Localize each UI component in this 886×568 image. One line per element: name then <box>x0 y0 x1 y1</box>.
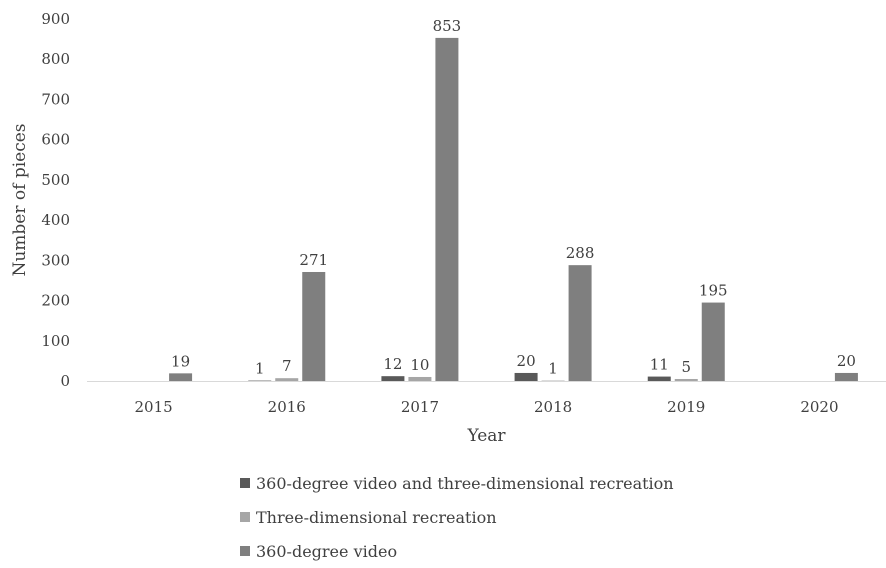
x-tick-label: 2019 <box>667 398 705 416</box>
legend-item: 360-degree video and three-dimensional r… <box>240 466 674 500</box>
data-label: 20 <box>837 352 856 370</box>
data-label: 11 <box>650 356 669 374</box>
bar <box>515 373 538 381</box>
bars <box>169 38 858 381</box>
bar <box>702 303 725 381</box>
y-axis-title: Number of pieces <box>10 123 30 276</box>
legend-item: 360-degree video <box>240 534 674 568</box>
y-tick-label: 400 <box>41 211 70 229</box>
y-tick-label: 600 <box>41 131 70 149</box>
bar <box>169 373 192 381</box>
x-tick-label: 2015 <box>134 398 172 416</box>
bar <box>435 38 458 381</box>
x-tick-label: 2018 <box>534 398 572 416</box>
y-tick-label: 100 <box>41 332 70 350</box>
legend-swatch <box>240 546 250 556</box>
data-label: 19 <box>171 352 190 370</box>
y-tick-label: 700 <box>41 90 70 108</box>
data-label: 288 <box>566 244 595 262</box>
bar <box>569 265 592 381</box>
legend-label: Three-dimensional recreation <box>256 508 497 527</box>
data-label: 20 <box>517 352 536 370</box>
data-label: 10 <box>410 356 429 374</box>
legend-item: Three-dimensional recreation <box>240 500 674 534</box>
y-tick-label: 500 <box>41 171 70 189</box>
x-tick-label: 2017 <box>401 398 439 416</box>
y-tick-label: 0 <box>60 372 70 390</box>
data-label: 1 <box>548 360 558 378</box>
bar <box>275 378 298 381</box>
bar <box>302 272 325 381</box>
legend-label: 360-degree video and three-dimensional r… <box>256 474 674 493</box>
y-tick-label: 900 <box>41 10 70 28</box>
bar <box>381 376 404 381</box>
legend-swatch <box>240 478 250 488</box>
x-tick-label: 2020 <box>800 398 838 416</box>
legend: 360-degree video and three-dimensional r… <box>240 466 674 568</box>
bar <box>675 379 698 381</box>
data-label: 271 <box>299 251 328 269</box>
data-label: 195 <box>699 282 728 300</box>
data-label: 853 <box>433 17 462 35</box>
data-label: 7 <box>282 357 292 375</box>
bar <box>408 377 431 381</box>
y-axis-ticks: 0 100 200 300 400 500 600 700 800 900 <box>41 10 70 390</box>
data-label: 12 <box>383 355 402 373</box>
data-label: 1 <box>255 360 265 378</box>
bar <box>835 373 858 381</box>
y-tick-label: 800 <box>41 50 70 68</box>
y-tick-label: 300 <box>41 251 70 269</box>
data-label: 5 <box>681 358 691 376</box>
x-tick-label: 2016 <box>268 398 306 416</box>
x-axis-title: Year <box>466 426 506 446</box>
y-tick-label: 200 <box>41 292 70 310</box>
x-axis-ticks: 2015 2016 2017 2018 2019 2020 <box>134 398 838 416</box>
legend-swatch <box>240 512 250 522</box>
bar <box>648 377 671 381</box>
